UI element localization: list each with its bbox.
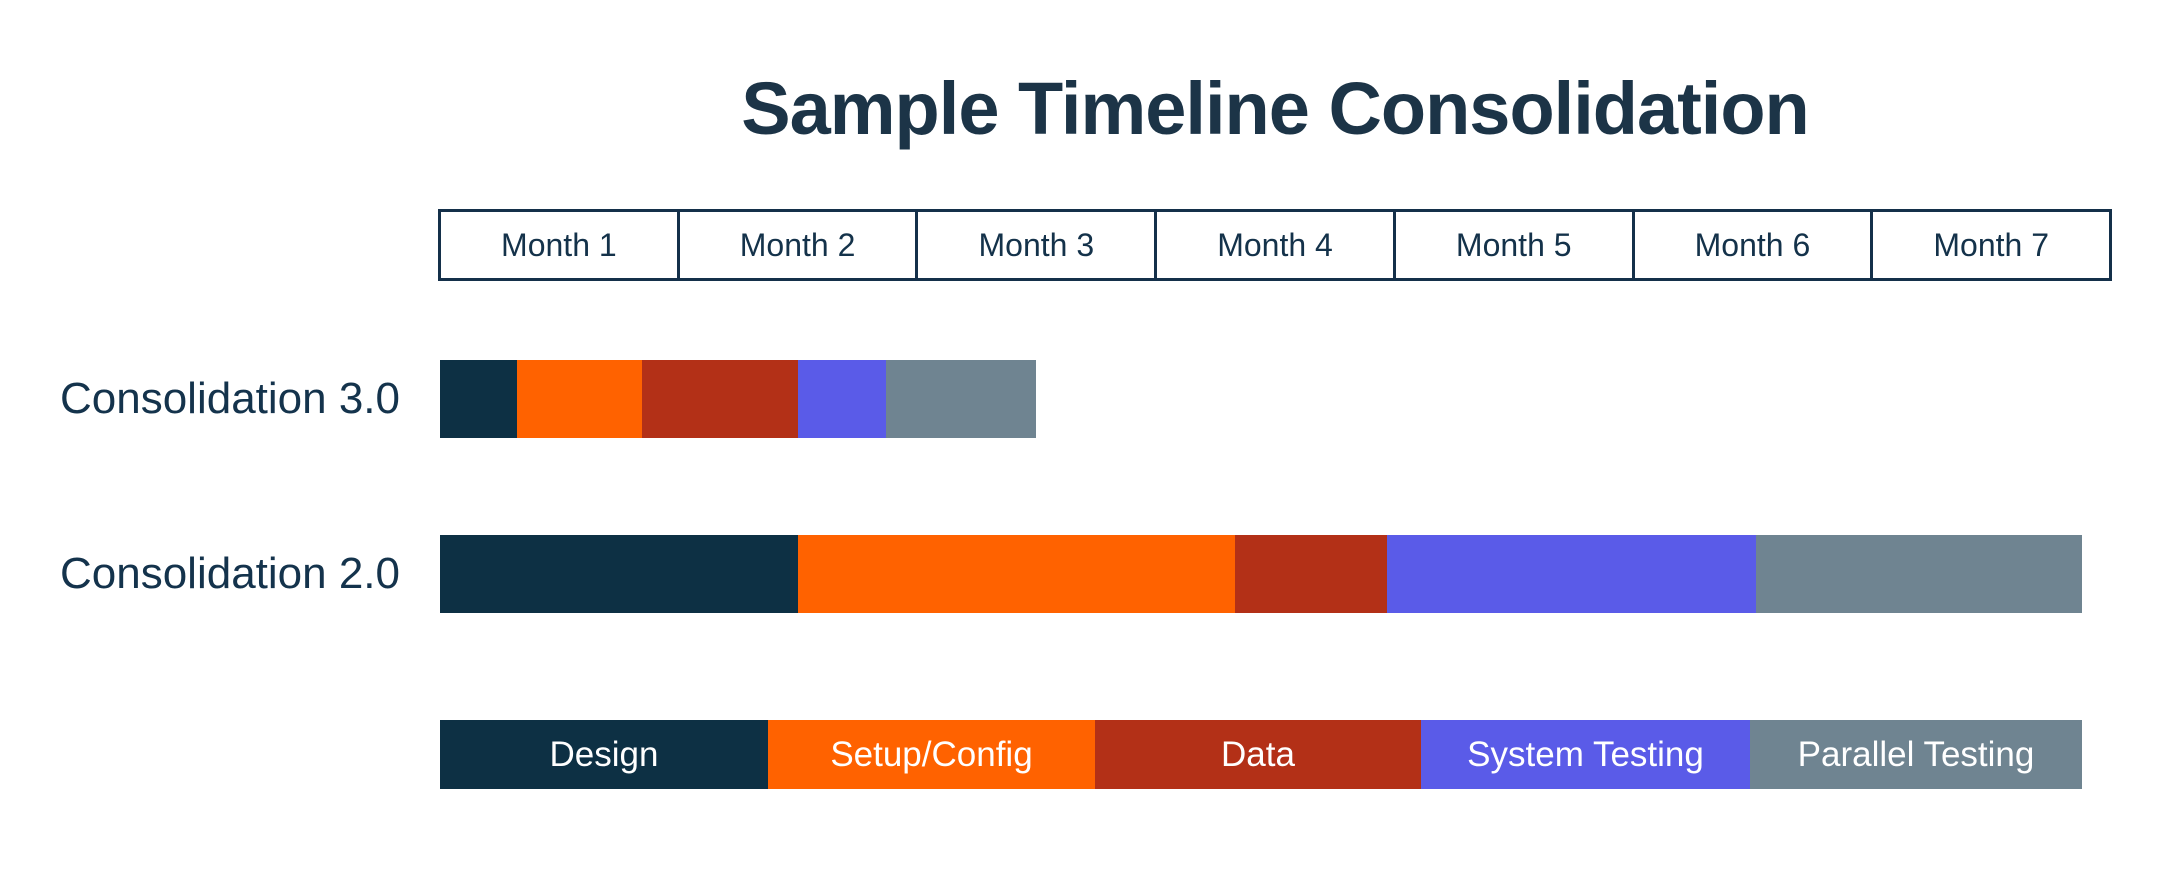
row-label-consolidation-3-0: Consolidation 3.0 xyxy=(59,374,400,423)
bar-segment-setup-config xyxy=(517,360,642,438)
bar-segment-parallel-testing xyxy=(886,360,1036,438)
legend-item-parallel-testing: Parallel Testing xyxy=(1750,720,2082,789)
bar-segment-data xyxy=(642,360,798,438)
bar-segment-data xyxy=(1235,535,1387,613)
month-cell-3: Month 3 xyxy=(915,212,1154,278)
bar-segment-parallel-testing xyxy=(1756,535,2082,613)
bar-segment-setup-config xyxy=(798,535,1235,613)
month-cell-6: Month 6 xyxy=(1631,212,1871,278)
month-cell-7: Month 7 xyxy=(1870,212,2109,278)
legend-item-data: Data xyxy=(1095,720,1421,789)
legend-item-system-testing: System Testing xyxy=(1421,720,1750,789)
page-title: Sample Timeline Consolidation xyxy=(741,67,1810,150)
legend-item-setup-config: Setup/Config xyxy=(768,720,1095,789)
bar-consolidation-2-0 xyxy=(440,535,2082,613)
bar-segment-design xyxy=(440,360,517,438)
bar-segment-design xyxy=(440,535,798,613)
legend-bar: Design Setup/Config Data System Testing Para… xyxy=(440,720,2082,789)
month-header-row: Month 1 Month 2 Month 3 Month 4 Month 5 Month… xyxy=(438,209,2112,281)
bar-segment-system-testing xyxy=(1387,535,1756,613)
month-cell-2: Month 2 xyxy=(676,212,916,278)
month-cell-1: Month 1 xyxy=(501,226,617,263)
row-label-consolidation-2-0: Consolidation 2.0 xyxy=(59,549,400,598)
bar-segment-system-testing xyxy=(798,360,886,438)
legend-item-design: Design xyxy=(440,720,768,789)
bar-consolidation-3-0 xyxy=(440,360,1036,438)
month-cell-5: Month 5 xyxy=(1392,212,1632,278)
month-cell-4: Month 4 xyxy=(1154,212,1393,278)
